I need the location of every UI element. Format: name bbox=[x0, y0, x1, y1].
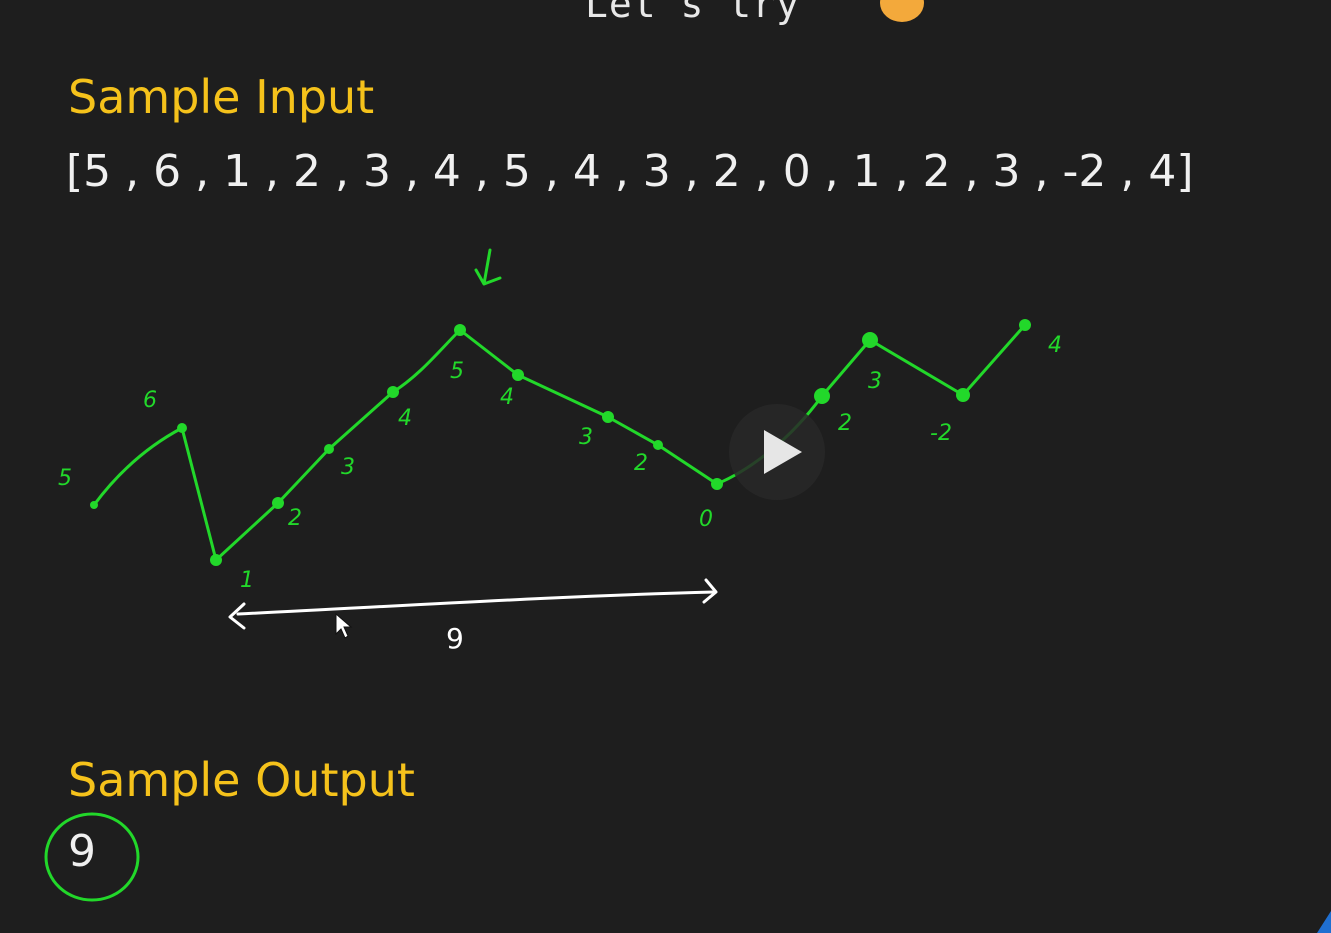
sketch-label: -2 bbox=[930, 421, 952, 446]
span-arrow-left-head bbox=[228, 602, 246, 630]
sketch-label: 3 bbox=[868, 369, 882, 394]
sketch-point bbox=[512, 369, 524, 381]
sketch-point bbox=[324, 444, 334, 454]
sketch-point bbox=[177, 423, 187, 433]
span-label: 9 bbox=[446, 622, 464, 655]
sample-output-value: 9 bbox=[68, 826, 96, 877]
sketch-label: 1 bbox=[240, 568, 254, 593]
sketch-graph-line bbox=[92, 323, 1027, 562]
span-arrow-line bbox=[236, 590, 716, 616]
sketch-label: 4 bbox=[398, 406, 412, 431]
sketch-point bbox=[711, 478, 723, 490]
sketch-label: 5 bbox=[450, 359, 464, 384]
sketch-label: 3 bbox=[579, 425, 593, 450]
sketch-label: 0 bbox=[699, 507, 713, 532]
corner-decoration bbox=[1317, 911, 1331, 933]
sketch-point bbox=[272, 497, 284, 509]
sketch-label: 3 bbox=[341, 455, 355, 480]
sketch-label: 2 bbox=[634, 451, 648, 476]
sketch-point bbox=[814, 388, 830, 404]
sketch-label: 2 bbox=[838, 411, 852, 436]
sketch-point bbox=[956, 388, 970, 402]
sample-input-heading: Sample Input bbox=[68, 70, 375, 124]
sketch-point bbox=[454, 324, 466, 336]
output-circle bbox=[44, 812, 140, 902]
sketch-point bbox=[602, 411, 614, 423]
sketch-point bbox=[387, 386, 399, 398]
sketch-label: 5 bbox=[58, 466, 72, 491]
slide-title: Let's try bbox=[585, 0, 800, 26]
sketch-point bbox=[90, 501, 98, 509]
video-play-button[interactable] bbox=[729, 404, 825, 500]
sample-input-array: [5 , 6 , 1 , 2 , 3 , 4 , 5 , 4 , 3 , 2 ,… bbox=[66, 146, 1194, 197]
mouse-cursor-icon bbox=[335, 612, 353, 639]
sketch-label: 6 bbox=[143, 388, 157, 413]
peak-arrow-icon bbox=[474, 248, 502, 286]
span-arrow-right-head bbox=[702, 578, 718, 604]
sample-output-heading: Sample Output bbox=[68, 753, 415, 807]
sketch-label: 4 bbox=[500, 385, 514, 410]
play-icon bbox=[764, 430, 802, 474]
sketch-point bbox=[653, 440, 663, 450]
sketch-point bbox=[1019, 319, 1031, 331]
sketch-label: 2 bbox=[288, 506, 302, 531]
thinking-face-icon bbox=[880, 0, 924, 22]
sketch-point bbox=[210, 554, 222, 566]
sketch-label: 4 bbox=[1048, 333, 1062, 358]
sketch-point bbox=[862, 332, 878, 348]
